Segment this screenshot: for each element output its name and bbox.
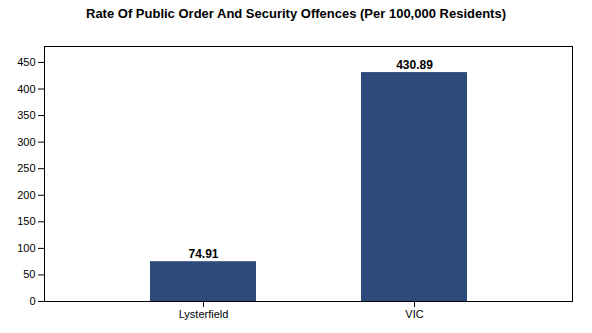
svg-text:50: 50 <box>23 268 35 280</box>
svg-text:VIC: VIC <box>405 308 423 320</box>
svg-text:Lysterfield: Lysterfield <box>179 308 229 320</box>
svg-text:100: 100 <box>17 242 35 254</box>
svg-text:400: 400 <box>17 83 35 95</box>
svg-text:200: 200 <box>17 189 35 201</box>
svg-text:450: 450 <box>17 56 35 68</box>
svg-text:250: 250 <box>17 162 35 174</box>
svg-text:150: 150 <box>17 215 35 227</box>
svg-text:350: 350 <box>17 109 35 121</box>
svg-text:0: 0 <box>29 295 35 307</box>
svg-text:300: 300 <box>17 136 35 148</box>
svg-text:74.91: 74.91 <box>188 247 218 261</box>
svg-text:430.89: 430.89 <box>396 58 433 72</box>
html-text:Rate Of Public Order And Secur: Rate Of Public Order And Security Offenc… <box>86 6 506 21</box>
